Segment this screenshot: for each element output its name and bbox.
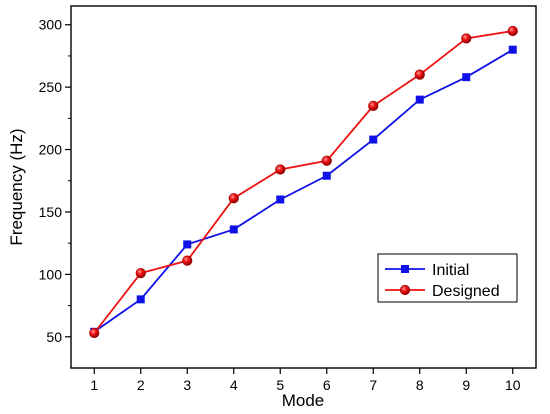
x-tick-label-10: 10 [505,377,521,393]
initial-point-4 [229,225,238,234]
y-tick-label-250: 250 [39,79,63,95]
designed-point-8 [414,69,425,80]
designed-point-6 [321,155,332,166]
designed-point-4 [228,193,239,204]
designed-point-10 [507,25,518,37]
y-tick-label-150: 150 [39,204,63,220]
x-tick-label-1: 1 [90,377,98,393]
plot-frame [70,5,537,369]
y-tick-label-300: 300 [39,17,63,33]
designed-point-2 [135,268,146,279]
initial-point-3 [183,240,192,249]
designed-point-1 [89,327,100,339]
x-tick-label-2: 2 [137,377,145,393]
x-tick-label-5: 5 [276,377,284,393]
initial-point-5 [276,195,285,204]
y-tick-label-200: 200 [39,142,63,158]
initial-point-8 [415,95,424,104]
designed-line [93,30,513,334]
initial-point-7 [369,135,378,144]
series-designed [89,25,518,339]
legend: Initial Designed [377,253,518,303]
legend-label-initial: Initial [432,262,469,279]
x-tick-label-7: 7 [369,377,377,393]
y-tick-label-50: 50 [46,329,62,345]
y-tick-label-100: 100 [39,266,63,282]
designed-point-5 [275,164,286,175]
x-tick-label-4: 4 [230,377,238,393]
x-tick-label-6: 6 [323,377,331,393]
initial-point-10 [508,45,517,54]
initial-point-2 [136,295,145,304]
x-tick-label-9: 9 [462,377,470,393]
x-tick-label-8: 8 [416,377,424,393]
legend-marker-initial [401,265,409,273]
legend-label-designed: Designed [432,283,500,300]
designed-point-9 [461,33,472,44]
legend-box [377,253,518,303]
y-axis-title: Frequency (Hz) [7,128,26,245]
designed-point-7 [368,100,379,111]
x-tick-label-3: 3 [183,377,191,393]
initial-point-6 [322,171,331,180]
x-axis-title: Mode [282,391,325,410]
legend-marker-designed [399,284,411,296]
designed-point-3 [182,255,193,266]
initial-line [93,48,514,333]
initial-point-9 [462,73,471,82]
